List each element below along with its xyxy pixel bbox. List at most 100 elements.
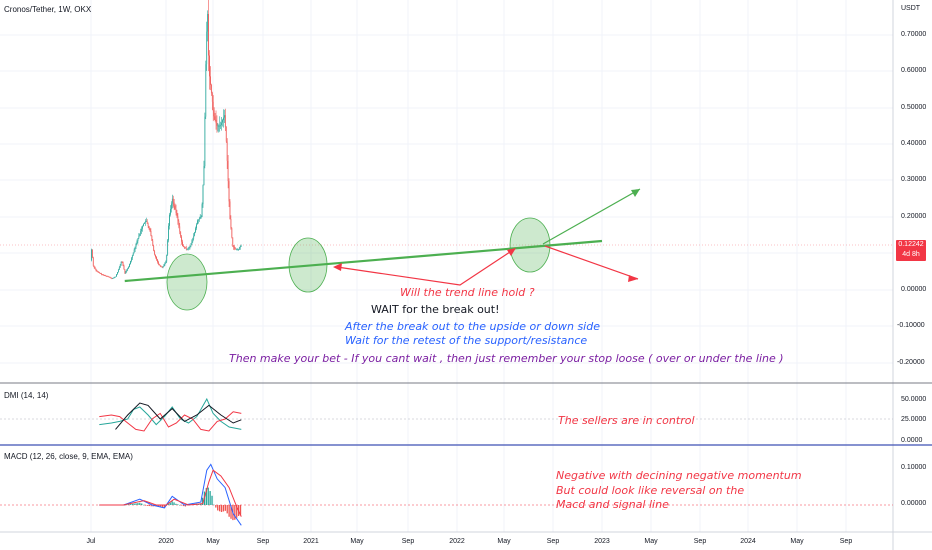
annotation-macd-2: But could look like reversal on the: [556, 484, 745, 497]
last-price: 0.12242: [898, 241, 924, 248]
projection-up-arrowhead: [631, 189, 640, 197]
candle-body: [214, 116, 216, 120]
macd-histogram-bar: [169, 502, 171, 505]
candle-body: [240, 245, 242, 247]
candle-body: [237, 249, 239, 251]
time-tick: May: [350, 538, 364, 545]
candle-body: [233, 245, 235, 248]
macd-histogram-bar: [167, 504, 169, 505]
candle-body: [148, 226, 150, 229]
candle-body: [174, 205, 176, 210]
candle-body: [181, 236, 183, 242]
candle-body: [142, 226, 143, 229]
candle-body: [120, 261, 122, 265]
macd-histogram-bar: [186, 505, 188, 506]
macd-histogram-bar: [137, 503, 139, 505]
candle-body: [103, 274, 104, 276]
macd-histogram-bar: [144, 505, 147, 506]
candle-body: [137, 238, 139, 242]
dmi-tick: 25.0000: [901, 416, 927, 423]
macd-histogram-bar: [228, 505, 230, 517]
time-tick: May: [644, 538, 658, 545]
candle-body: [99, 272, 101, 274]
candle-body: [149, 228, 151, 231]
macd-tick: 0.10000: [901, 464, 927, 471]
dmi-title[interactable]: DMI (14, 14): [4, 391, 49, 400]
price-tick: -0.20000: [897, 359, 925, 366]
macd-histogram-bar: [125, 504, 128, 506]
candle-body: [98, 272, 100, 273]
candle-body: [144, 221, 146, 223]
macd-histogram-bar: [215, 505, 217, 508]
trend-line: [124, 239, 603, 283]
macd-histogram-bar: [226, 505, 228, 514]
candle-body: [91, 249, 92, 261]
price-tick: 0.40000: [901, 140, 927, 147]
candle-body: [192, 238, 194, 242]
candle-body: [115, 276, 116, 278]
candle-body: [186, 248, 188, 250]
candle-body: [226, 141, 228, 161]
last-price-tag: 0.12242 4d 8h: [896, 240, 926, 261]
macd-histogram-bar: [220, 505, 223, 513]
candle-body: [184, 246, 185, 248]
macd-title[interactable]: MACD (12, 26, close, 9, EMA, EMA): [4, 452, 133, 461]
projection-down-arrowhead: [628, 275, 638, 282]
candle-body: [105, 275, 107, 277]
macd-histogram-bar: [230, 505, 232, 519]
macd-histogram-bar: [177, 504, 179, 505]
candle-body: [223, 117, 224, 121]
candle-body: [117, 271, 118, 275]
candle-body: [202, 185, 204, 205]
time-tick: 2024: [740, 538, 756, 545]
candle-body: [110, 277, 112, 279]
candle-body: [190, 244, 192, 247]
candle-body: [160, 265, 162, 267]
macd-histogram-bar: [182, 505, 185, 507]
price-tick: 0.70000: [901, 31, 927, 38]
candle-body: [189, 246, 191, 248]
time-tick: May: [790, 538, 804, 545]
candle-body: [157, 261, 159, 265]
macd-histogram-bar: [150, 505, 152, 507]
candle-body: [124, 269, 126, 274]
candle-body: [114, 277, 116, 279]
candle-body: [146, 221, 148, 224]
candle-body: [206, 31, 208, 65]
candle-body: [235, 248, 236, 250]
candle-body: [232, 237, 234, 246]
candle-body: [152, 240, 154, 246]
candle-body: [229, 201, 231, 219]
candle-body: [184, 247, 186, 249]
candle-body: [203, 166, 205, 186]
macd-histogram-bar: [222, 505, 225, 512]
question-arrowhead-right: [507, 248, 516, 256]
candle-body: [197, 219, 199, 221]
candle-body: [194, 232, 196, 236]
candle-body: [130, 258, 132, 262]
candle-body: [195, 228, 196, 233]
candle-body: [172, 198, 174, 203]
candle-body: [170, 209, 171, 215]
time-tick: 2021: [303, 538, 319, 545]
time-tick: Sep: [693, 538, 707, 545]
macd-histogram-bar: [133, 503, 135, 505]
candle-body: [196, 224, 197, 229]
candle-body: [147, 223, 149, 227]
candle-body: [104, 275, 106, 277]
candle-body: [177, 216, 179, 222]
symbol-title[interactable]: Cronos/Tether, 1W, OKX: [4, 5, 92, 14]
candle-body: [109, 276, 111, 278]
candle-body: [210, 84, 212, 94]
candle-body: [207, 13, 209, 32]
candle-body: [208, 13, 209, 56]
candle-body: [201, 204, 203, 217]
candle-body: [236, 249, 237, 251]
time-tick: May: [206, 538, 220, 545]
candle-body: [167, 240, 169, 255]
macd-histogram-bar: [205, 488, 207, 505]
macd-histogram-bar: [173, 502, 175, 505]
candle-body: [121, 261, 123, 263]
time-tick: 2022: [449, 538, 465, 545]
